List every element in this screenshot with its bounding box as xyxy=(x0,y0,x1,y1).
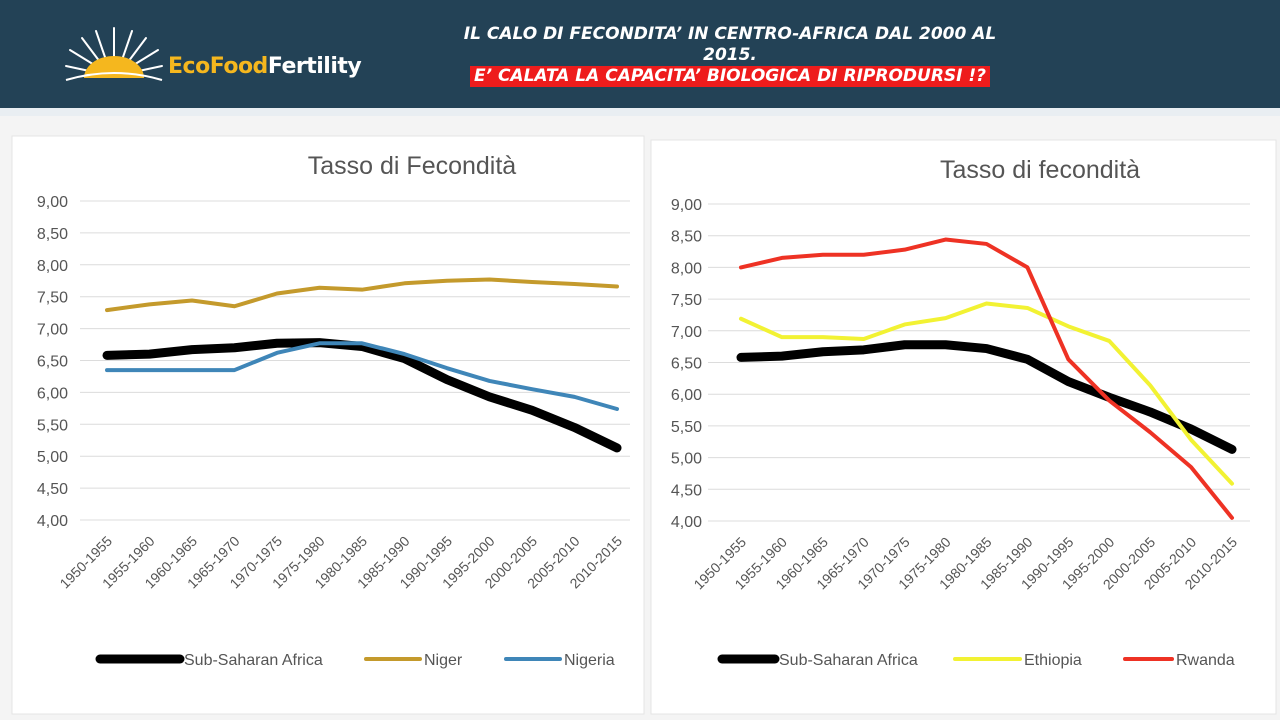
header-divider xyxy=(0,108,1280,116)
legend-label: Nigeria xyxy=(564,652,615,669)
y-tick-label: 8,50 xyxy=(671,229,702,246)
y-tick-label: 9,00 xyxy=(37,194,68,211)
charts-canvas: Tasso di Fecondità 9,00 8,50 8,00 7,50 7,00 6,… xyxy=(11,135,1277,715)
title-line-1: IL CALO DI FECONDITA’ IN CENTRO-AFRICA D… xyxy=(463,24,997,44)
title-highlight: E’ CALATA LA CAPACITA’ BIOLOGICA DI RIPR… xyxy=(469,66,991,87)
y-tick-label: 5,50 xyxy=(37,417,68,434)
y-tick-label: 6,00 xyxy=(37,385,68,402)
brand-fertility: Fertility xyxy=(267,54,362,79)
title-line-2: 2015. xyxy=(703,45,757,65)
legend-sub-saharan: Sub-Saharan Africa xyxy=(717,652,918,669)
series-line-sub-saharan-africa xyxy=(102,338,622,453)
y-tick-label: 8,00 xyxy=(37,258,68,275)
chart-title: Tasso di fecondità xyxy=(940,156,1140,184)
legend-label: Sub-Saharan Africa xyxy=(184,652,323,669)
series-line-ethiopia xyxy=(739,301,1234,486)
brand-eco: Eco xyxy=(168,54,210,79)
y-tick-label: 5,50 xyxy=(671,419,702,436)
y-tick-label: 7,00 xyxy=(671,324,702,341)
y-tick-label: 4,00 xyxy=(671,514,702,531)
sun-logo-icon xyxy=(65,27,163,81)
series-line-niger xyxy=(105,277,619,313)
legend-rwanda: Rwanda xyxy=(1123,652,1235,669)
series-line-nigeria xyxy=(105,341,619,411)
chart-2: Tasso di fecondità 9,00 8,50 8,00 7,50 7,00 6,… xyxy=(650,139,1277,715)
chart-panel xyxy=(11,135,645,715)
legend-label: Ethiopia xyxy=(1024,652,1082,669)
y-tick-label: 6,50 xyxy=(671,356,702,373)
legend-niger: Niger xyxy=(364,652,463,669)
y-tick-label: 6,00 xyxy=(671,387,702,404)
legend-label: Niger xyxy=(424,652,463,669)
series-line-rwanda xyxy=(739,237,1234,520)
y-tick-label: 4,50 xyxy=(37,481,68,498)
y-tick-label: 7,50 xyxy=(671,292,702,309)
y-tick-label: 4,50 xyxy=(671,482,702,499)
y-tick-label: 8,00 xyxy=(671,260,702,277)
legend-label: Sub-Saharan Africa xyxy=(779,652,918,669)
legend-label: Rwanda xyxy=(1176,652,1235,669)
y-tick-label: 4,00 xyxy=(37,513,68,530)
y-tick-label: 7,00 xyxy=(37,322,68,339)
y-tick-label: 8,50 xyxy=(37,226,68,243)
ecofoodfertility-logo: EcoFoodFertility xyxy=(62,22,372,88)
chart-title: Tasso di Fecondità xyxy=(308,152,517,180)
brand-name: EcoFoodFertility xyxy=(168,54,362,79)
chart-area: Tasso di Fecondità 9,00 8,50 8,00 7,50 7,00 6,… xyxy=(0,116,1280,720)
y-tick-label: 5,00 xyxy=(37,449,68,466)
y-tick-label: 5,00 xyxy=(671,451,702,468)
legend-nigeria: Nigeria xyxy=(504,652,615,669)
y-tick-label: 7,50 xyxy=(37,290,68,307)
series-line-sub-saharan-africa xyxy=(736,340,1237,454)
legend-sub-saharan: Sub-Saharan Africa xyxy=(95,652,323,669)
slide-title: IL CALO DI FECONDITA’ IN CENTRO-AFRICA D… xyxy=(400,24,1060,87)
brand-food: Food xyxy=(209,54,269,79)
header-bar xyxy=(0,0,1280,108)
chart-1: Tasso di Fecondità 9,00 8,50 8,00 7,50 7,00 6,… xyxy=(11,135,645,715)
legend-ethiopia: Ethiopia xyxy=(953,652,1082,669)
y-tick-label: 6,50 xyxy=(37,354,68,371)
y-tick-label: 9,00 xyxy=(671,197,702,214)
